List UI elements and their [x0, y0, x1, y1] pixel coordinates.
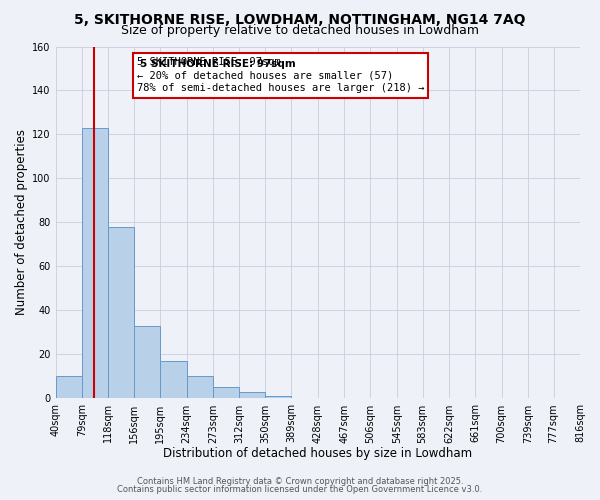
Bar: [134, 326, 160, 398]
Bar: [82, 128, 108, 398]
X-axis label: Distribution of detached houses by size in Lowdham: Distribution of detached houses by size …: [163, 447, 472, 460]
Bar: [108, 227, 134, 398]
Text: Contains public sector information licensed under the Open Government Licence v3: Contains public sector information licen…: [118, 484, 482, 494]
Text: 5 SKITHORNE RISE: 97sqm
← 20% of detached houses are smaller (57)
78% of semi-de: 5 SKITHORNE RISE: 97sqm ← 20% of detache…: [137, 57, 424, 94]
Text: Size of property relative to detached houses in Lowdham: Size of property relative to detached ho…: [121, 24, 479, 37]
Text: Contains HM Land Registry data © Crown copyright and database right 2025.: Contains HM Land Registry data © Crown c…: [137, 477, 463, 486]
Bar: [239, 392, 265, 398]
Bar: [56, 376, 82, 398]
Bar: [265, 396, 292, 398]
Bar: [187, 376, 213, 398]
Text: 5 SKITHORNE RISE: 97sqm: 5 SKITHORNE RISE: 97sqm: [140, 59, 296, 69]
Bar: [213, 388, 239, 398]
Text: 5, SKITHORNE RISE, LOWDHAM, NOTTINGHAM, NG14 7AQ: 5, SKITHORNE RISE, LOWDHAM, NOTTINGHAM, …: [74, 12, 526, 26]
Bar: [160, 361, 187, 399]
Y-axis label: Number of detached properties: Number of detached properties: [15, 130, 28, 316]
